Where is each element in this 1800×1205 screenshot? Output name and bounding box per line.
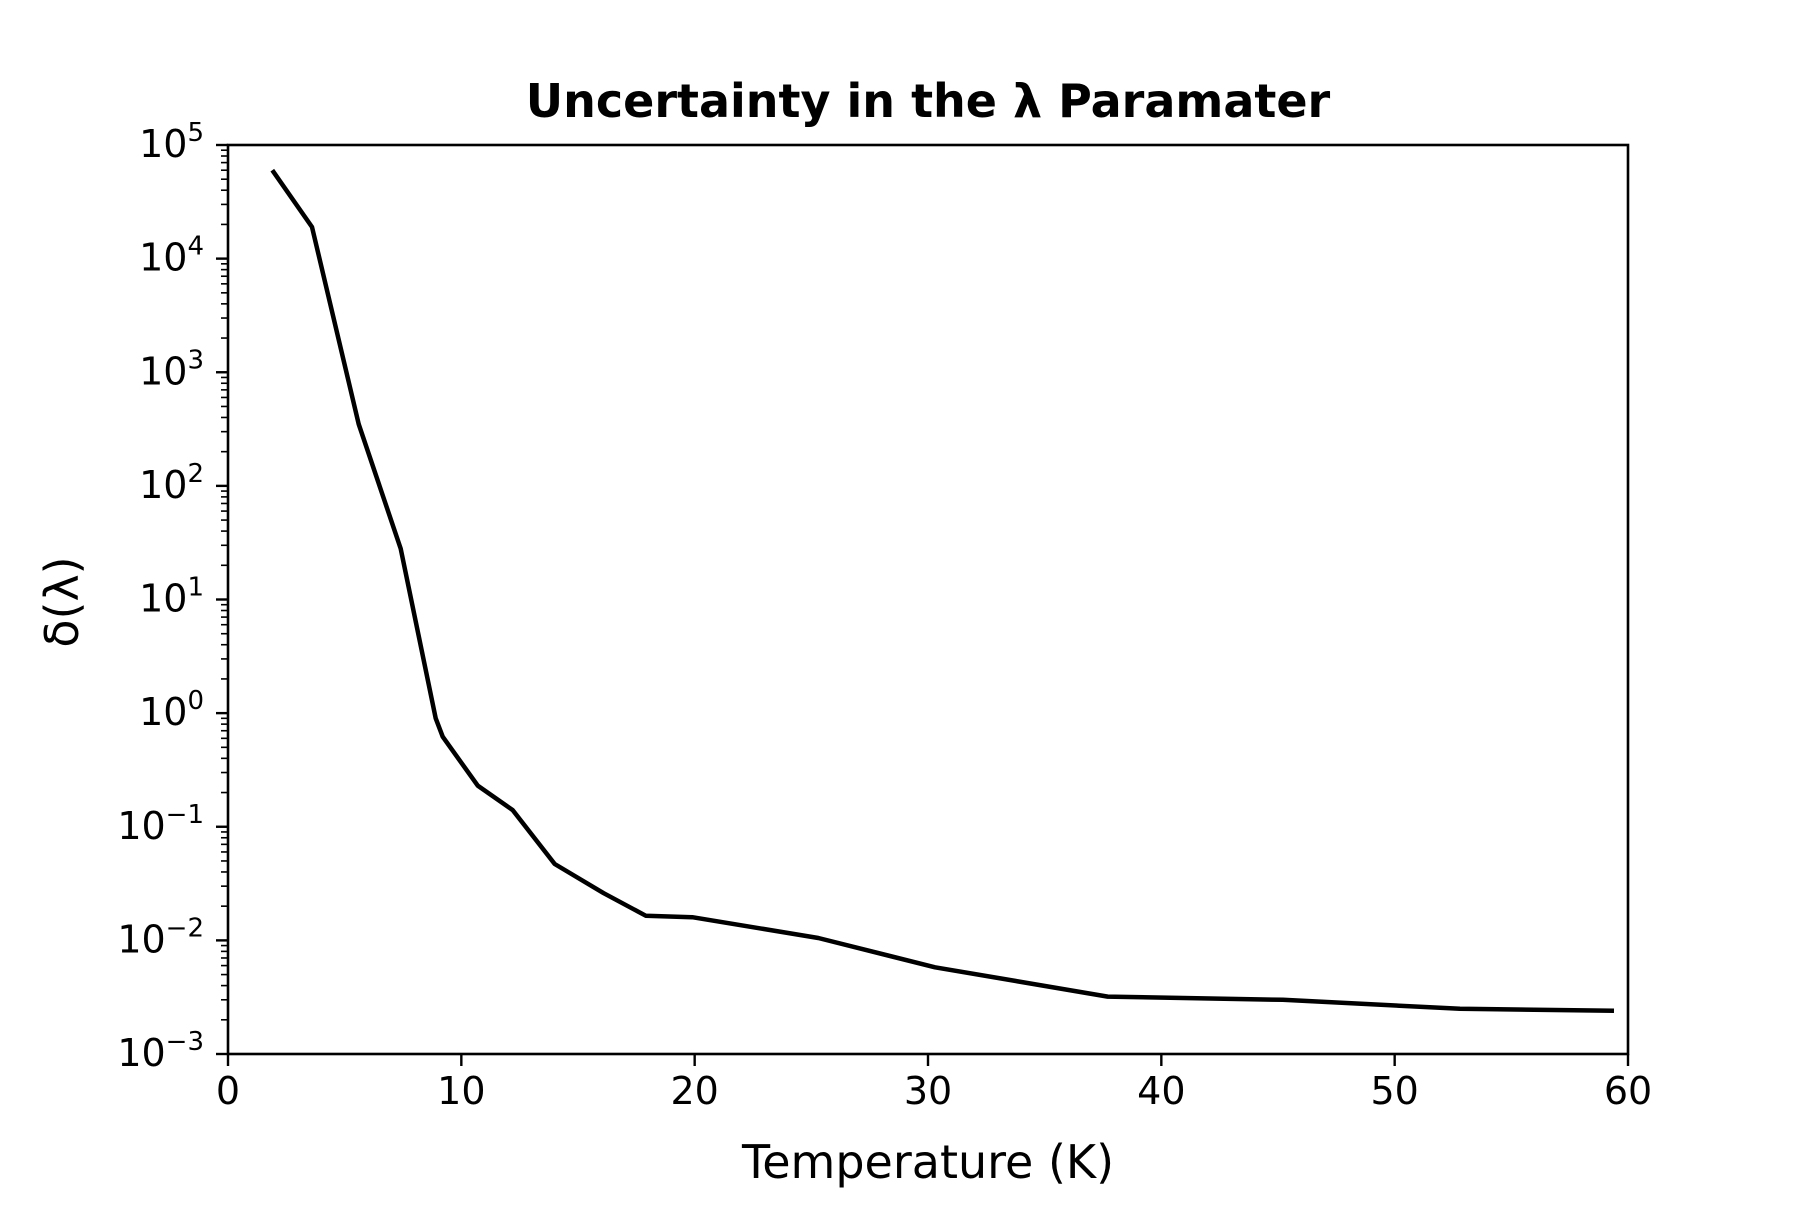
y-tick-label: 10−3 [117,1027,204,1075]
y-tick-label: 101 [139,573,204,621]
x-tick-label: 40 [1137,1069,1185,1113]
y-tick-label: 103 [139,345,204,393]
chart-title: Uncertainty in the λ Paramater [526,74,1331,128]
plot-frame [226,143,1630,1056]
y-tick-label: 10−2 [117,913,204,961]
y-tick-label: 102 [139,459,204,507]
x-tick-label: 30 [904,1069,952,1113]
x-tick-label: 20 [670,1069,718,1113]
x-tick-label: 10 [437,1069,485,1113]
y-axis-label: δ(λ) [35,556,89,647]
x-tick-label: 60 [1604,1069,1652,1113]
y-tick-label: 105 [139,118,204,166]
y-tick-label: 100 [139,686,204,734]
x-tick-label: 50 [1370,1069,1418,1113]
y-tick-label: 10−1 [117,800,204,848]
y-tick-label: 104 [139,232,204,280]
x-tick-label: 0 [216,1069,240,1113]
x-axis-label: Temperature (K) [741,1135,1114,1189]
series-line [270,168,1615,1014]
